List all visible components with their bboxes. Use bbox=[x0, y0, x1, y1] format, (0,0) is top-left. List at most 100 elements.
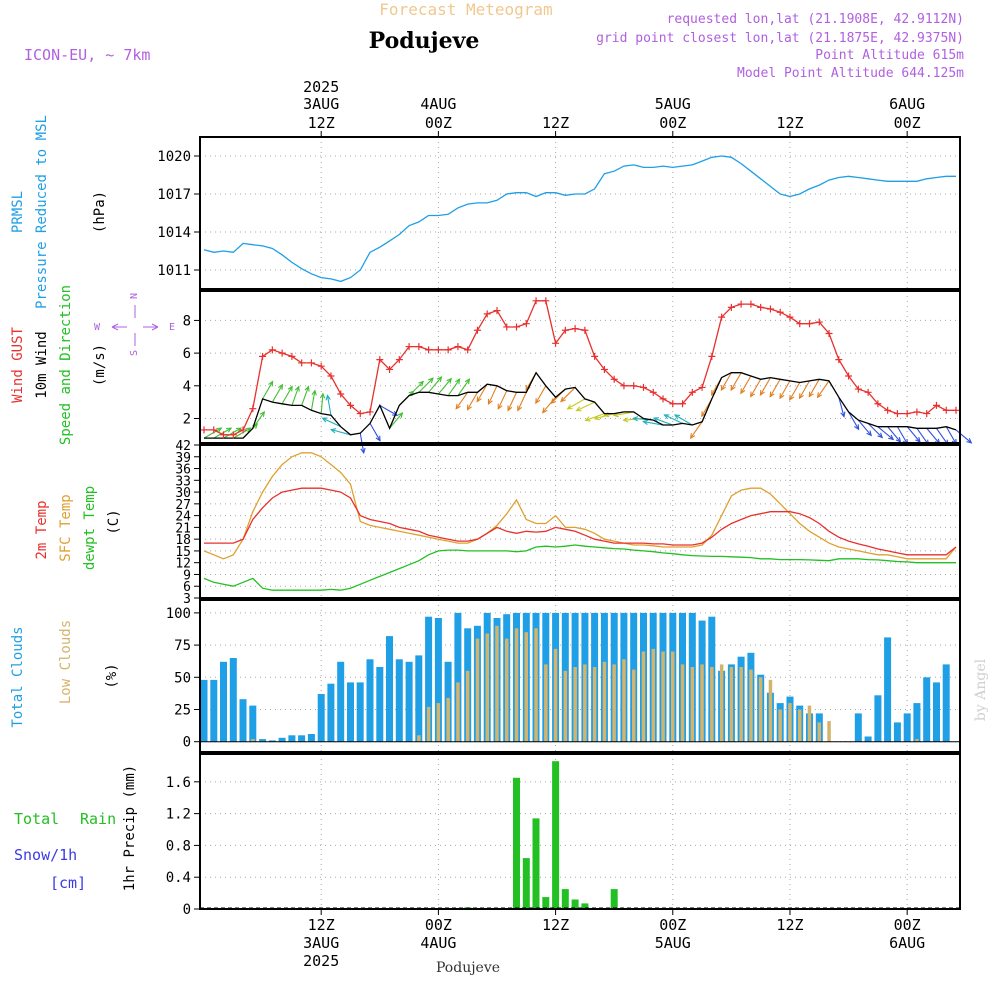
precip-grid bbox=[200, 754, 960, 910]
total-cloud-bar bbox=[268, 740, 276, 742]
y-tick-label: 0 bbox=[183, 735, 191, 751]
wind-arrow-head bbox=[593, 415, 600, 421]
y-tick-label: 3 bbox=[183, 592, 191, 607]
gust-marker bbox=[669, 400, 677, 408]
wind-arrow bbox=[576, 401, 595, 412]
low-cloud-bar bbox=[495, 625, 499, 742]
wind-arrow-head bbox=[287, 385, 293, 392]
wind-arrow bbox=[542, 396, 557, 413]
point-altitude: Point Altitude 615m bbox=[815, 48, 964, 63]
wind-arrow bbox=[271, 384, 283, 403]
wind-arrow-head bbox=[877, 432, 884, 439]
wind-arrow-head bbox=[455, 403, 461, 410]
time-label-bottom: 00Z bbox=[425, 916, 452, 934]
gust-marker bbox=[815, 318, 823, 326]
wind-arrow-head bbox=[277, 383, 284, 390]
wind-arrow-head bbox=[808, 391, 814, 398]
low-cloud-bar bbox=[544, 664, 548, 742]
y-tick-label: 100 bbox=[166, 606, 191, 622]
wind-arrow-head bbox=[507, 405, 513, 412]
gust-marker bbox=[532, 297, 540, 305]
precip-panel: 0 0.4 0.8 1.2 1.6 bbox=[166, 754, 960, 918]
gust-marker bbox=[552, 339, 560, 347]
pressure-grid bbox=[200, 137, 960, 289]
wind-arrow-head bbox=[259, 410, 266, 417]
wind-arrow-head bbox=[584, 416, 591, 422]
total-cloud-bar bbox=[434, 618, 442, 742]
wind-arrow bbox=[301, 386, 310, 406]
wind-arrow bbox=[759, 377, 771, 396]
y-tick-label: 0 bbox=[183, 902, 191, 918]
gust-marker bbox=[835, 356, 843, 364]
y-tick-label: 21 bbox=[175, 521, 191, 536]
wind-arrow-head bbox=[245, 427, 252, 433]
wind-arrow-head bbox=[436, 376, 443, 383]
compass-s: S bbox=[129, 350, 140, 356]
wind-arrow bbox=[799, 380, 810, 399]
wind-arrow-head bbox=[789, 394, 795, 401]
time-label-bottom: 00Z bbox=[894, 916, 921, 934]
total-cloud-bar bbox=[386, 636, 393, 742]
low-cloud-bar bbox=[671, 651, 675, 742]
wind-arrow bbox=[567, 398, 586, 410]
gust-marker bbox=[591, 352, 599, 360]
gust-marker bbox=[444, 346, 452, 354]
time-label-bottom: 12Z bbox=[776, 916, 803, 934]
wind-arrow-head bbox=[517, 405, 523, 412]
gust-marker bbox=[923, 410, 931, 418]
wind-arrow bbox=[233, 427, 251, 439]
wind-arrow bbox=[310, 390, 316, 411]
watermark: by Angel bbox=[973, 658, 989, 721]
total-cloud-bar bbox=[854, 713, 862, 742]
clouds-panel: 0 25 50 75 100 bbox=[166, 600, 960, 752]
wind-arrow-head bbox=[550, 398, 557, 405]
gust-marker bbox=[229, 431, 237, 439]
wind-arrow bbox=[779, 380, 791, 399]
rain-bar bbox=[610, 889, 618, 909]
gust-marker bbox=[307, 359, 315, 367]
wind-arrow-head bbox=[487, 398, 493, 406]
clouds-grid bbox=[200, 600, 960, 752]
gust-marker bbox=[405, 343, 413, 351]
wind-arrow-head bbox=[560, 396, 566, 403]
total-cloud-bar bbox=[884, 637, 892, 742]
wind-arrow-head bbox=[541, 407, 548, 414]
pressure-label-2: Pressure Reduced to MSL bbox=[34, 115, 50, 309]
wind-arrow bbox=[252, 411, 265, 429]
rain-bar bbox=[522, 858, 530, 909]
gust-marker bbox=[473, 326, 481, 334]
gust-marker bbox=[366, 408, 374, 416]
rain-bar bbox=[561, 889, 569, 909]
wind-arrow bbox=[455, 392, 469, 410]
low-cloud-bar bbox=[465, 670, 470, 742]
gust-marker bbox=[874, 400, 882, 408]
time-label-bottom: 12Z bbox=[308, 916, 335, 934]
gust-marker bbox=[952, 406, 960, 414]
total-cloud-bar bbox=[220, 661, 227, 742]
total-cloud-bar bbox=[454, 612, 462, 742]
rain-total-label: Total bbox=[14, 810, 59, 828]
wind-arrow bbox=[653, 417, 673, 426]
gust-marker bbox=[854, 385, 862, 393]
gust-marker bbox=[327, 372, 335, 380]
wind-arrow bbox=[848, 411, 860, 430]
y-tick-label: 18 bbox=[175, 533, 191, 548]
pressure-unit: (hPa) bbox=[92, 191, 108, 233]
wind-arrow-head bbox=[311, 389, 317, 396]
rain-bar bbox=[532, 818, 540, 909]
total-cloud-bar bbox=[874, 695, 882, 742]
time-label-top: 00Z bbox=[425, 114, 452, 132]
wind-arrow bbox=[643, 421, 664, 426]
pressure-label-1: PRMSL bbox=[10, 191, 26, 233]
wind-arrow-head bbox=[866, 430, 873, 437]
wind-arrow-head bbox=[319, 392, 326, 399]
low-cloud-bar bbox=[417, 735, 421, 742]
wind-arrow bbox=[437, 378, 452, 395]
wind-arrow-head bbox=[397, 412, 404, 418]
gust-marker bbox=[210, 426, 218, 434]
total-cloud-bar bbox=[298, 735, 306, 742]
low-cloud-bar bbox=[563, 670, 568, 742]
low-cloud-bar bbox=[485, 633, 489, 742]
grid-point: grid point closest lon,lat (21.1875E, 42… bbox=[596, 31, 964, 46]
low-cloud-label: Low Clouds bbox=[58, 620, 74, 704]
